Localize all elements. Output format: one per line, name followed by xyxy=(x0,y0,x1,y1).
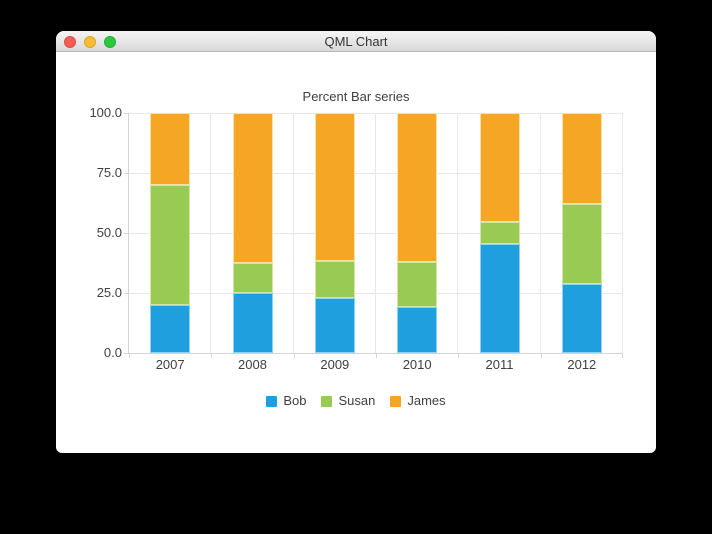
gridline-horizontal xyxy=(129,113,623,114)
legend: Bob Susan James xyxy=(56,393,656,409)
y-axis-tick-label: 25.0 xyxy=(96,285,122,300)
bar-segment-susan-2012 xyxy=(561,204,602,285)
legend-marker-bob xyxy=(266,395,278,407)
y-axis-tick-label: 50.0 xyxy=(96,225,122,240)
x-axis-tick xyxy=(458,354,459,358)
bar-segment-bob-2012 xyxy=(561,284,602,353)
zoom-button[interactable] xyxy=(104,36,116,48)
y-axis-tick xyxy=(124,173,128,174)
bar-segment-bob-2008 xyxy=(232,293,273,353)
gridline-horizontal xyxy=(129,233,623,234)
y-axis-tick xyxy=(124,293,128,294)
x-axis-line xyxy=(128,353,623,354)
bar-segment-james-2008 xyxy=(232,113,273,263)
window-titlebar[interactable]: QML Chart xyxy=(56,31,656,52)
y-axis-tick xyxy=(124,113,128,114)
y-axis-tick-label: 0.0 xyxy=(103,345,122,360)
plot-area xyxy=(129,113,623,353)
legend-entry-james: James xyxy=(390,393,446,408)
x-axis-tick-label: 2012 xyxy=(567,357,597,372)
bar-segment-bob-2009 xyxy=(314,297,355,353)
x-axis-tick xyxy=(541,354,542,358)
bar-segment-susan-2007 xyxy=(150,185,191,305)
x-axis-tick-label: 2008 xyxy=(238,357,267,372)
close-button[interactable] xyxy=(64,36,76,48)
x-axis-tick-label: 2011 xyxy=(485,357,514,372)
x-axis-tick xyxy=(376,354,377,358)
x-axis-tick-label: 2009 xyxy=(320,357,350,372)
gridline-vertical xyxy=(375,113,376,353)
gridline-horizontal xyxy=(129,293,623,294)
gridline-vertical xyxy=(540,113,541,353)
minimize-button[interactable] xyxy=(84,36,96,48)
x-axis-tick xyxy=(294,354,295,358)
gridline-vertical xyxy=(457,113,458,353)
y-axis-line xyxy=(128,113,129,354)
legend-entry-bob: Bob xyxy=(266,394,306,408)
chart-title: Percent Bar series xyxy=(302,89,410,104)
gridline-vertical xyxy=(293,113,294,353)
bar-segment-bob-2010 xyxy=(397,307,438,353)
qml-chart-window: QML Chart Percent Bar series 100.0 75.0 50… xyxy=(56,31,656,453)
bar-segment-james-2010 xyxy=(397,113,438,262)
gridline-horizontal xyxy=(129,173,623,174)
bar-segment-james-2011 xyxy=(479,113,520,223)
legend-entry-susan: Susan xyxy=(321,394,375,408)
window-title: QML Chart xyxy=(324,34,388,49)
bar-segment-bob-2011 xyxy=(479,243,520,353)
gridline-vertical xyxy=(210,113,211,353)
legend-marker-james xyxy=(390,395,402,407)
legend-marker-susan xyxy=(321,395,333,407)
bar-segment-susan-2008 xyxy=(232,263,273,293)
x-axis-tick xyxy=(211,354,212,358)
bar-segment-bob-2007 xyxy=(150,305,191,353)
window-controls xyxy=(64,36,116,48)
bar-segment-susan-2010 xyxy=(397,261,438,308)
y-axis-tick xyxy=(124,353,128,354)
gridline-vertical xyxy=(622,113,623,353)
legend-label-james: James xyxy=(407,393,446,408)
bar-segment-james-2012 xyxy=(561,113,602,205)
legend-label-susan: Susan xyxy=(338,393,376,408)
x-axis-tick xyxy=(129,354,130,358)
y-axis-tick-label: 100.0 xyxy=(89,105,122,120)
bar-segment-james-2007 xyxy=(150,113,191,185)
x-axis-tick-label: 2007 xyxy=(155,357,185,372)
legend-label-bob: Bob xyxy=(283,393,307,408)
bar-segment-susan-2011 xyxy=(479,222,520,244)
y-axis-tick xyxy=(124,233,128,234)
bar-segment-susan-2009 xyxy=(314,260,355,298)
y-axis-tick-label: 75.0 xyxy=(96,165,122,180)
bar-segment-james-2009 xyxy=(314,113,355,261)
x-axis-tick-label: 2010 xyxy=(402,357,432,372)
x-axis-tick xyxy=(622,354,623,358)
